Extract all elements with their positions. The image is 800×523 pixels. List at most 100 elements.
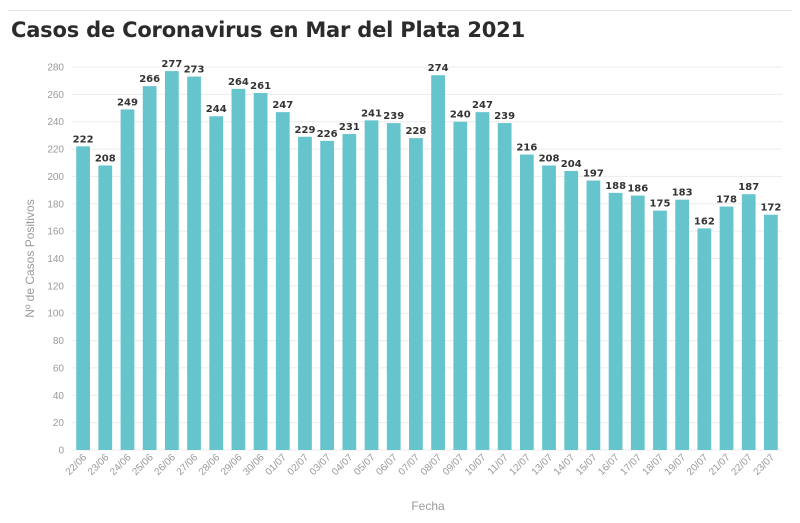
bar bbox=[320, 140, 335, 450]
y-tick-label: 100 bbox=[47, 309, 64, 320]
bar bbox=[187, 76, 201, 450]
x-tick-label: 20/07 bbox=[685, 452, 711, 478]
y-tick-label: 160 bbox=[47, 227, 64, 238]
y-axis-title: Nº de Casos Positivos bbox=[23, 199, 37, 317]
bar-value-label: 197 bbox=[583, 169, 604, 180]
y-tick-label: 200 bbox=[47, 172, 64, 183]
y-tick-label: 80 bbox=[53, 336, 65, 347]
bar-value-label: 204 bbox=[561, 159, 582, 170]
x-tick-label: 29/06 bbox=[219, 452, 245, 478]
bar bbox=[697, 228, 712, 450]
x-tick-label: 25/06 bbox=[130, 452, 156, 478]
bar-value-label: 240 bbox=[450, 110, 471, 121]
bar bbox=[409, 138, 423, 450]
x-tick-label: 14/07 bbox=[552, 452, 578, 478]
bar bbox=[497, 123, 512, 450]
x-tick-label: 24/06 bbox=[108, 452, 134, 478]
bar-value-label: 187 bbox=[738, 182, 759, 193]
bar bbox=[675, 199, 690, 450]
bar bbox=[142, 86, 157, 451]
bar bbox=[475, 112, 490, 450]
x-tick-label: 19/07 bbox=[663, 452, 689, 478]
bar-value-label: 274 bbox=[428, 63, 449, 74]
bar bbox=[519, 154, 534, 451]
bar bbox=[719, 206, 734, 450]
bar bbox=[764, 214, 778, 450]
x-tick-label: 15/07 bbox=[574, 452, 600, 478]
x-tick-label: 16/07 bbox=[596, 452, 622, 478]
bar bbox=[564, 170, 579, 450]
bar-value-label: 208 bbox=[95, 153, 116, 164]
y-tick-label: 240 bbox=[47, 117, 64, 128]
bar-value-label: 247 bbox=[272, 100, 293, 111]
x-tick-label: 04/07 bbox=[330, 452, 356, 478]
bar-value-label: 208 bbox=[539, 153, 560, 164]
bar bbox=[98, 165, 113, 450]
x-tick-label: 05/07 bbox=[352, 452, 378, 478]
y-tick-label: 120 bbox=[47, 281, 64, 292]
y-tick-label: 180 bbox=[47, 199, 64, 210]
x-axis-title: Fecha bbox=[411, 499, 445, 513]
bar-value-label: 229 bbox=[295, 125, 316, 136]
x-tick-label: 23/06 bbox=[86, 452, 112, 478]
y-tick-label: 0 bbox=[58, 446, 64, 457]
bar bbox=[342, 134, 357, 450]
x-tick-label: 22/06 bbox=[64, 452, 90, 478]
x-tick-label: 22/07 bbox=[729, 452, 755, 478]
bar-value-label: 249 bbox=[117, 97, 138, 108]
bar-value-label: 162 bbox=[694, 216, 715, 227]
bar bbox=[630, 195, 645, 450]
y-tick-label: 220 bbox=[47, 145, 64, 156]
x-tick-label: 23/07 bbox=[752, 452, 778, 478]
bar-value-label: 241 bbox=[361, 108, 382, 119]
x-tick-label: 02/07 bbox=[286, 452, 312, 478]
y-tick-label: 40 bbox=[53, 391, 65, 402]
y-tick-label: 260 bbox=[47, 90, 64, 101]
x-axis-ticks: 22/0623/0624/0625/0626/0627/0628/0629/06… bbox=[64, 452, 778, 478]
bar bbox=[453, 121, 468, 450]
bar-value-label: 239 bbox=[494, 111, 515, 122]
bar-value-label: 172 bbox=[760, 203, 781, 214]
x-tick-label: 26/06 bbox=[152, 452, 178, 478]
bar bbox=[741, 194, 756, 450]
bar-value-label: 247 bbox=[472, 100, 493, 111]
bar bbox=[364, 120, 379, 450]
x-tick-label: 12/07 bbox=[507, 452, 533, 478]
x-tick-label: 07/07 bbox=[397, 452, 423, 478]
bar bbox=[164, 71, 179, 450]
bar bbox=[120, 109, 135, 451]
bar-value-label: 226 bbox=[317, 129, 338, 140]
top-divider bbox=[8, 10, 792, 11]
bar bbox=[431, 75, 445, 450]
x-tick-label: 13/07 bbox=[530, 452, 556, 478]
bar bbox=[253, 92, 268, 450]
bar bbox=[608, 192, 623, 451]
bar bbox=[209, 116, 224, 450]
y-tick-label: 60 bbox=[53, 363, 65, 374]
bar-value-label: 183 bbox=[672, 188, 693, 199]
bar bbox=[386, 123, 401, 450]
x-tick-label: 08/07 bbox=[419, 452, 445, 478]
x-tick-label: 21/07 bbox=[707, 452, 733, 478]
bar-value-label: 277 bbox=[161, 59, 182, 70]
bar-value-label: 266 bbox=[139, 74, 160, 85]
bar-value-label: 188 bbox=[605, 181, 626, 192]
bar-value-label: 261 bbox=[250, 81, 271, 92]
x-tick-label: 10/07 bbox=[463, 452, 489, 478]
x-tick-label: 27/06 bbox=[175, 452, 201, 478]
bar bbox=[76, 146, 90, 451]
bar-value-label: 216 bbox=[516, 143, 537, 154]
chart-title: Casos de Coronavirus en Mar del Plata 20… bbox=[11, 18, 526, 42]
bar-value-label: 244 bbox=[206, 104, 227, 115]
bar-value-label: 239 bbox=[383, 111, 404, 122]
bar-value-label: 175 bbox=[650, 199, 671, 210]
x-tick-label: 11/07 bbox=[486, 452, 511, 477]
bar-value-label: 178 bbox=[716, 195, 737, 206]
y-tick-label: 20 bbox=[53, 418, 65, 429]
bar-value-label: 222 bbox=[73, 134, 94, 145]
bar-value-label: 228 bbox=[405, 126, 426, 137]
x-tick-label: 06/07 bbox=[374, 452, 400, 478]
y-tick-label: 140 bbox=[47, 254, 64, 265]
bar bbox=[298, 136, 312, 450]
